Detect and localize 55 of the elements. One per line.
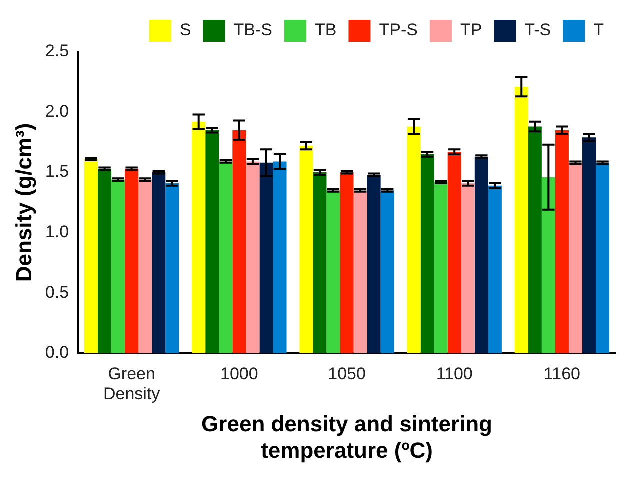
bar (219, 162, 233, 354)
bar (300, 146, 314, 354)
bar (568, 162, 582, 354)
x-tick-label: 1050 (328, 364, 366, 384)
y-tick-label: 0.0 (45, 343, 70, 362)
legend-label: TP-S (379, 20, 418, 40)
y-tick-label: 0.5 (45, 282, 70, 302)
bar (138, 180, 152, 354)
bar (326, 190, 340, 354)
y-tick-label: 1.0 (45, 222, 70, 242)
bar (340, 172, 354, 354)
bar (354, 190, 368, 354)
bar (488, 186, 502, 354)
bar (555, 130, 569, 354)
legend-label: S (180, 20, 192, 40)
bar (166, 183, 180, 354)
bar (434, 182, 448, 354)
legend-label: TB (315, 20, 337, 40)
x-tick-label: 1160 (544, 364, 580, 384)
bar (474, 156, 488, 354)
bar (232, 130, 246, 354)
x-tick-label: Green Density (103, 364, 161, 404)
bar (582, 138, 596, 354)
bar (596, 162, 610, 354)
legend-label: T (594, 20, 604, 40)
x-axis-title: Green density and sintering temperature (ºC) (202, 411, 492, 463)
legend-label: T-S (524, 20, 552, 40)
y-tick-label: 2.5 (45, 42, 70, 61)
bar (246, 162, 260, 354)
x-tick-label: 1000 (220, 364, 258, 384)
y-tick-label: 2.0 (45, 102, 70, 121)
bar (192, 122, 206, 354)
legend-label: TP (460, 20, 482, 40)
bar (514, 86, 528, 354)
bar (84, 159, 98, 354)
bar (112, 180, 126, 354)
y-axis-title: Density (g/cm³) (11, 123, 36, 282)
bar (380, 190, 394, 354)
bar (461, 183, 475, 354)
bar (206, 130, 220, 354)
x-tick-label: 1100 (436, 364, 473, 384)
bar (313, 172, 327, 354)
bar (125, 168, 139, 354)
bar (448, 152, 462, 354)
legend-label: TB-S (234, 20, 273, 40)
y-tick-label: 1.5 (45, 162, 70, 182)
bar (420, 154, 434, 354)
bar (407, 126, 421, 354)
bar (260, 162, 274, 354)
bar (273, 162, 287, 354)
bar (528, 126, 542, 354)
bar (152, 172, 166, 354)
bar (98, 168, 112, 354)
bar (542, 177, 556, 354)
bar (367, 174, 381, 354)
